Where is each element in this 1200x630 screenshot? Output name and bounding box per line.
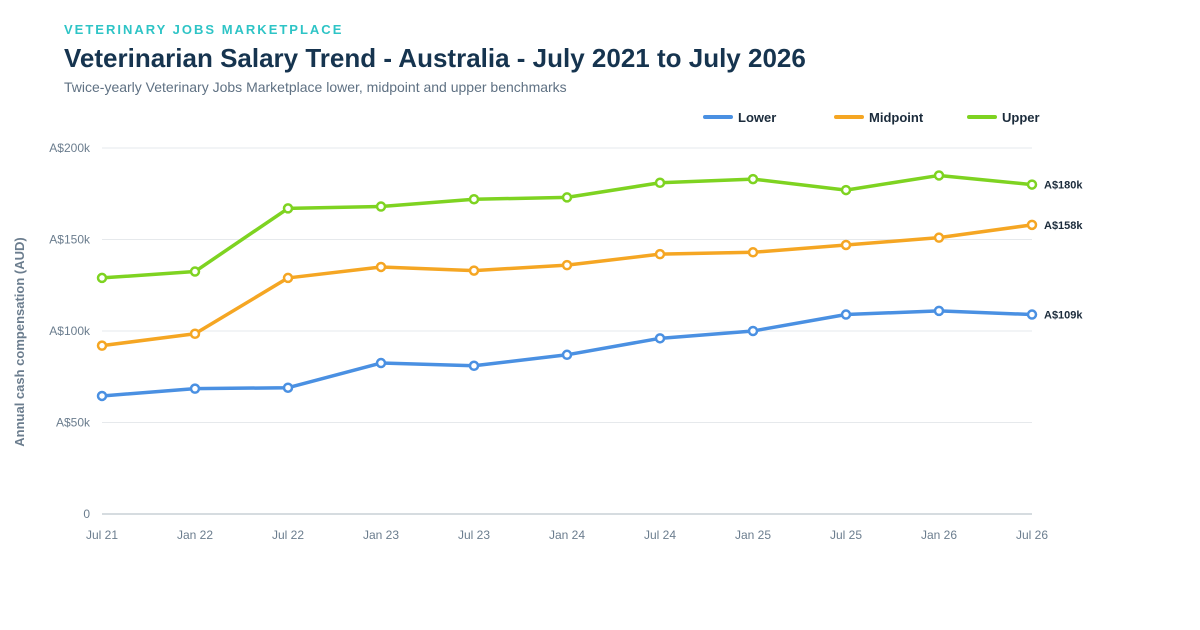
data-point-midpoint <box>840 239 852 251</box>
x-tick-label: Jan 23 <box>363 528 399 542</box>
data-point-midpoint <box>933 232 945 243</box>
data-point-midpoint <box>189 328 201 339</box>
data-point-lower <box>189 383 201 394</box>
data-point-midpoint <box>747 247 759 258</box>
x-tick-label: Jan 22 <box>177 528 213 542</box>
y-tick-label: A$50k <box>56 416 91 430</box>
end-label-lower: A$109k <box>1044 310 1083 322</box>
data-point-lower <box>933 305 945 317</box>
series-lines <box>96 170 1038 402</box>
data-point-midpoint <box>375 261 387 273</box>
data-point-lower <box>561 349 573 361</box>
legend-label-upper: Upper <box>1002 110 1040 125</box>
y-tick-label: 0 <box>83 507 90 521</box>
data-point-upper <box>561 192 573 203</box>
end-labels: A$109k A$158k A$180k <box>1044 180 1083 322</box>
brand-label: VETERINARY JOBS MARKETPLACE <box>64 22 344 37</box>
data-point-upper <box>96 272 108 284</box>
data-point-midpoint <box>654 248 666 260</box>
axes: 0 A$50k A$100k A$150k A$200k Jul 21 Jan 22 Jul … <box>12 141 1048 542</box>
x-tick-label: Jul 22 <box>272 528 304 542</box>
data-point-upper <box>282 203 294 214</box>
x-tick-label: Jan 24 <box>549 528 585 542</box>
data-point-lower <box>96 390 108 402</box>
x-tick-label: Jul 26 <box>1016 528 1048 542</box>
data-point-upper <box>747 173 759 185</box>
grid-lines <box>102 147 1032 423</box>
x-tick-label: Jul 23 <box>458 528 490 542</box>
data-point-midpoint <box>561 259 573 271</box>
x-tick-label: Jul 21 <box>86 528 118 542</box>
data-point-lower <box>282 382 294 393</box>
end-label-upper: A$180k <box>1044 180 1083 192</box>
x-tick-label: Jan 25 <box>735 528 771 542</box>
x-tick-label: Jul 25 <box>830 528 862 542</box>
data-point-lower <box>1026 309 1038 320</box>
series-line-midpoint <box>100 223 1034 348</box>
data-point-lower <box>654 333 666 344</box>
legend-label-midpoint: Midpoint <box>869 110 924 125</box>
y-tick-label: A$150k <box>49 233 91 247</box>
data-point-midpoint <box>468 265 480 276</box>
data-point-upper <box>1026 179 1038 190</box>
x-tick-label: Jul 24 <box>644 528 676 542</box>
data-point-midpoint <box>96 340 108 351</box>
y-axis-title: Annual cash compensation (AUD) <box>12 237 27 446</box>
data-point-lower <box>747 325 759 337</box>
data-point-midpoint <box>1026 219 1038 231</box>
chart-subtitle: Twice-yearly Veterinary Jobs Marketplace… <box>64 79 567 95</box>
legend: Lower Midpoint Upper <box>703 110 1040 125</box>
data-point-upper <box>654 177 666 189</box>
y-tick-label: A$200k <box>49 141 91 155</box>
data-point-upper <box>933 170 945 181</box>
data-point-upper <box>189 266 201 277</box>
data-point-midpoint <box>282 272 294 284</box>
data-point-lower <box>375 357 387 369</box>
end-label-midpoint: A$158k <box>1044 220 1083 232</box>
data-point-upper <box>468 193 480 205</box>
y-tick-label: A$100k <box>49 324 91 338</box>
x-tick-label: Jan 26 <box>921 528 957 542</box>
data-point-upper <box>840 184 852 196</box>
chart-title: Veterinarian Salary Trend - Australia - … <box>64 43 806 73</box>
data-point-lower <box>840 309 852 320</box>
data-point-upper <box>375 201 387 212</box>
data-point-lower <box>468 360 480 372</box>
legend-label-lower: Lower <box>738 110 776 125</box>
